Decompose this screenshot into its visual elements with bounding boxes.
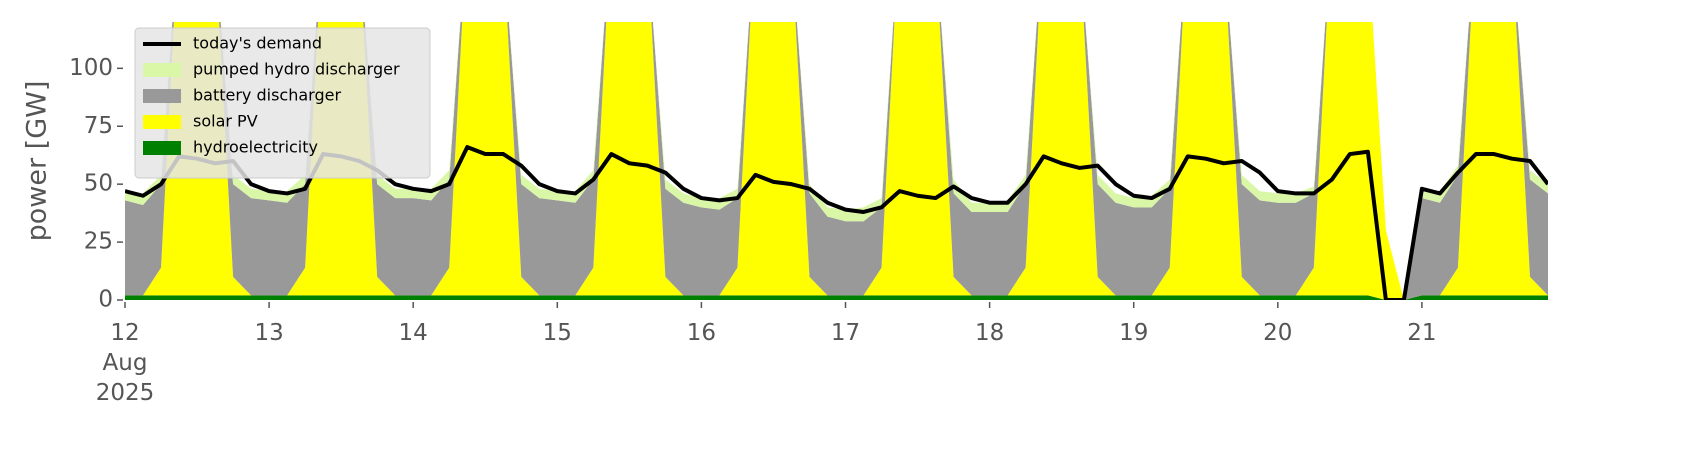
legend-label: pumped hydro discharger <box>193 60 400 79</box>
y-tick-label: 75 <box>84 113 113 139</box>
x-tick-label: 19 <box>1119 320 1149 346</box>
legend-label: solar PV <box>193 112 258 131</box>
x-tick-label: 17 <box>830 320 861 346</box>
legend-swatch <box>143 63 181 77</box>
legend-swatch <box>143 141 181 155</box>
area <box>125 295 1548 300</box>
x-tick-label: 16 <box>686 320 717 346</box>
legend-swatch <box>143 89 181 103</box>
y-tick-label: 25 <box>84 229 113 255</box>
x-tick-label: 15 <box>542 320 572 346</box>
legend-label: today's demand <box>193 34 322 53</box>
legend: today's demand pumped hydro discharger bat… <box>134 27 431 179</box>
x-tick-label: 20 <box>1263 320 1293 346</box>
legend-swatch <box>143 115 181 129</box>
x-tick-label: 21 <box>1407 320 1437 346</box>
area <box>125 22 1548 300</box>
x-tick-label: 18 <box>974 320 1005 346</box>
x-tick-label: 13 <box>254 320 284 346</box>
legend-box <box>134 27 431 179</box>
legend-label: hydroelectricity <box>193 138 318 157</box>
plot-area <box>125 22 1548 300</box>
x-tick-label: 14 <box>398 320 428 346</box>
y-tick-label: 0 <box>98 287 113 313</box>
y-axis-label: power [GW] <box>22 81 53 242</box>
area <box>125 22 1548 300</box>
legend-label: battery discharger <box>193 86 341 105</box>
y-tick-label: 50 <box>84 171 113 197</box>
x-tick-label: 12 Aug 2025 <box>95 320 155 406</box>
y-tick-label: 100 <box>69 55 113 81</box>
